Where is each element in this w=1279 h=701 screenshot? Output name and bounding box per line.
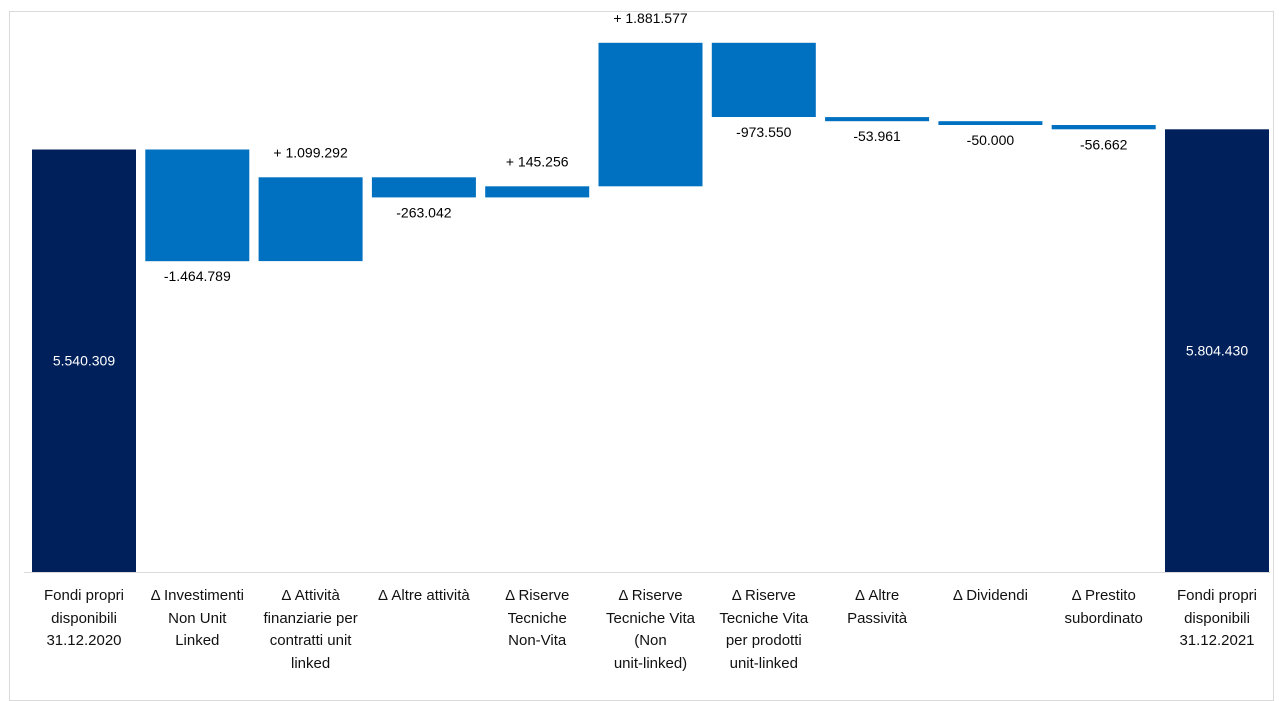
category-label-6: Δ Riserve Tecniche Vita per prodotti uni… — [719, 587, 809, 672]
category-label-1: Δ Investimenti Non Unit Linked — [150, 587, 244, 649]
category-label-5: Δ Riserve Tecniche Vita (Non unit-linked… — [606, 587, 695, 672]
bar-5 — [598, 42, 703, 187]
data-label-9: -56.662 — [1080, 136, 1128, 152]
data-label-6: -973.550 — [736, 124, 791, 140]
bar-3 — [371, 177, 476, 198]
bar-4 — [485, 186, 590, 198]
bar-6 — [711, 42, 816, 117]
category-label-7: Δ Altre Passività — [847, 587, 908, 627]
category-label-3: Δ Altre attività — [378, 587, 470, 604]
bar-10 — [1165, 129, 1269, 573]
category-label-10: Fondi propri disponibili 31.12.2021 — [1176, 587, 1258, 649]
data-label-8: -50.000 — [967, 132, 1015, 148]
bar-1 — [145, 149, 250, 262]
category-label-8: Δ Dividendi — [952, 587, 1028, 604]
category-label-0: Fondi propri disponibili 31.12.2020 — [43, 587, 125, 649]
data-label-3: -263.042 — [396, 204, 451, 220]
bar-9 — [1051, 125, 1156, 130]
bar-0 — [32, 149, 136, 572]
data-label-7: -53.961 — [853, 128, 901, 144]
category-label-4: Δ Riserve Tecniche Non-Vita — [505, 587, 570, 649]
bar-7 — [825, 117, 930, 122]
data-label-1: -1.464.789 — [164, 268, 231, 284]
bar-2 — [258, 177, 363, 262]
category-label-2: Δ Attività finanziarie per contratti uni… — [263, 587, 358, 672]
data-label-2: + 1.099.292 — [273, 144, 348, 160]
data-label-0: 5.540.309 — [53, 353, 115, 369]
data-label-10: 5.804.430 — [1186, 343, 1248, 359]
data-label-4: + 145.256 — [506, 153, 569, 169]
data-label-5: + 1.881.577 — [613, 10, 688, 26]
bar-8 — [938, 121, 1043, 125]
category-label-9: Δ Prestito subordinato — [1064, 587, 1143, 627]
